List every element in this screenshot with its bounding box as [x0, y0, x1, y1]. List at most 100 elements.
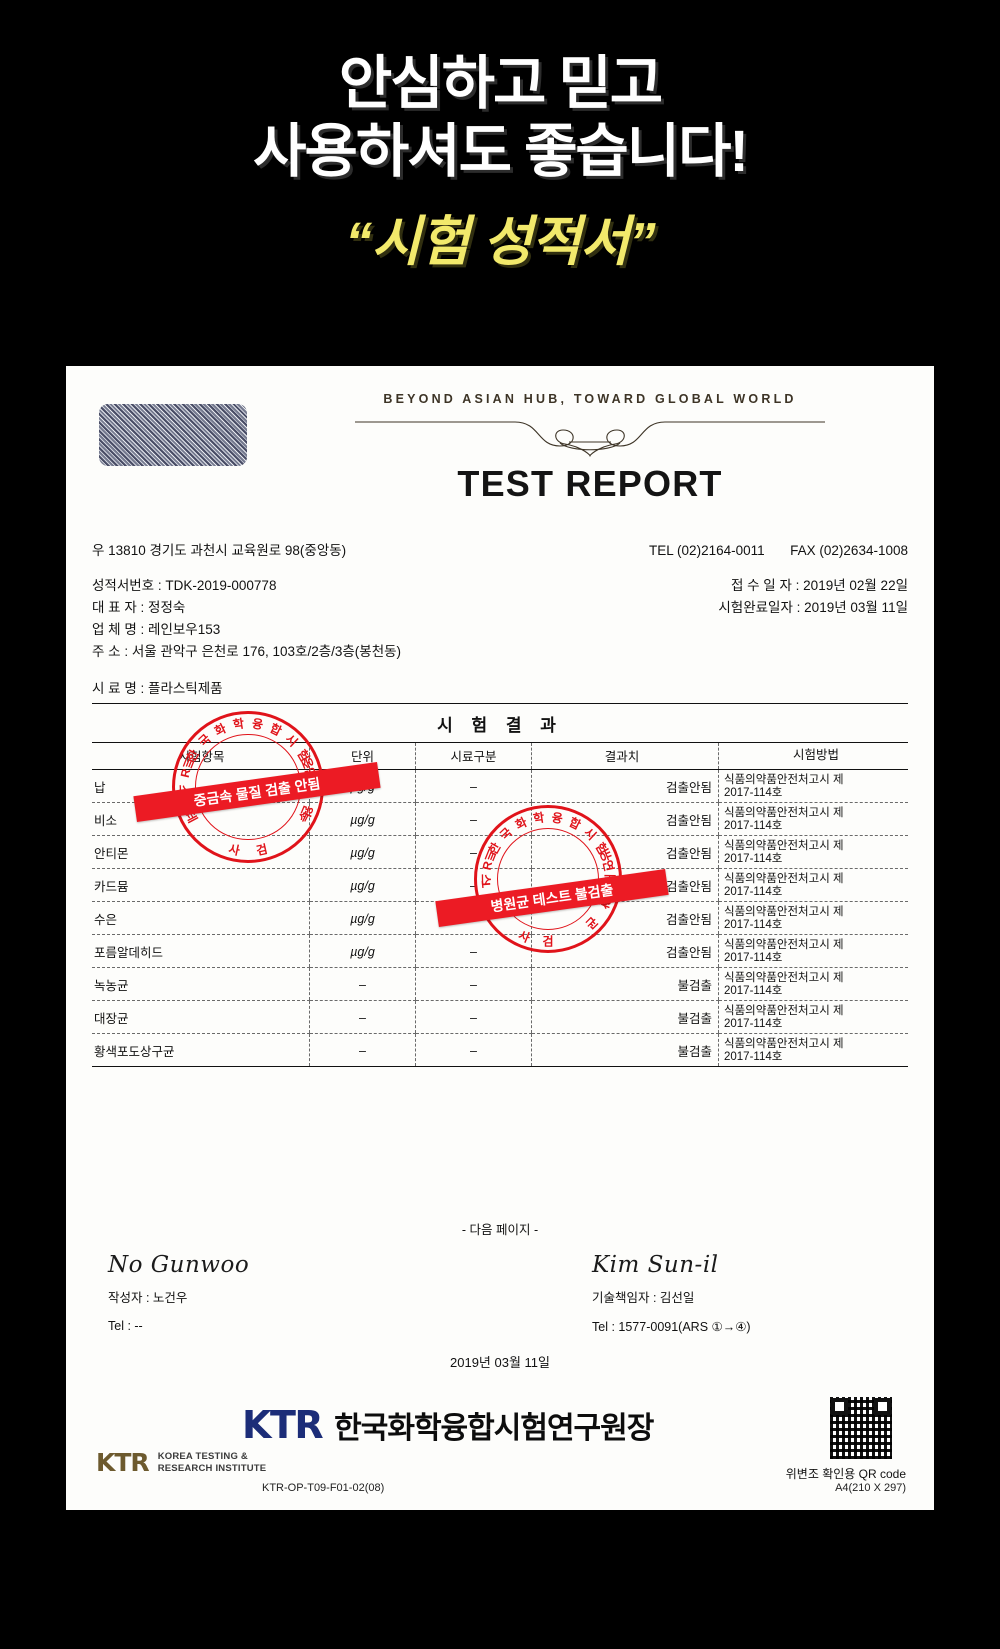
client-address-row: 주 소 : 서울 관악구 은천로 176, 103호/2층/3층(봉천동) — [92, 641, 401, 663]
cell-value: 검출안됨 — [531, 934, 719, 968]
footer-org-line2: RESEARCH INSTITUTE — [157, 1462, 267, 1474]
report-number-row: 성적서번호 : TDK-2019-000778 — [92, 575, 276, 597]
received-date-value: 2019년 02월 22일 — [803, 578, 908, 593]
cell-method: 식품의약품안전처고시 제 2017-114호 — [718, 967, 908, 1001]
cell-item: 안티몬 — [92, 835, 310, 869]
writer-tel: Tel : -- — [108, 1319, 143, 1333]
writer-label: 작성자 : 노건우 — [108, 1291, 188, 1305]
cell-unit: – — [309, 1033, 416, 1067]
document-footer: KTR KOREA TESTING & RESEARCH INSTITUTE K… — [66, 1448, 934, 1500]
footer-form-code: KTR-OP-T09-F01-02(08) — [262, 1482, 385, 1494]
method-line2: 2017-114호 — [724, 1017, 783, 1030]
cell-division: – — [415, 835, 532, 869]
cell-item: 포름알데히드 — [92, 934, 310, 968]
cell-unit: µg/g — [309, 901, 416, 935]
ktr-logo-mark: KTR — [242, 1403, 324, 1447]
cell-item: 녹농균 — [92, 967, 310, 1001]
header-division: 시료구분 — [415, 742, 532, 770]
method-line1: 식품의약품안전처고시 제 — [724, 873, 844, 885]
cell-unit: – — [309, 967, 416, 1001]
table-row: 포름알데히드 µg/g – 검출안됨 식품의약품안전처고시 제 2017-114… — [92, 934, 908, 968]
method-line2: 2017-114호 — [724, 819, 783, 832]
cell-item: 수은 — [92, 901, 310, 935]
cell-item: 카드뮴 — [92, 868, 310, 902]
method-line1: 식품의약품안전처고시 제 — [724, 1038, 844, 1050]
cell-unit: µg/g — [309, 802, 416, 836]
company-tagline: BEYOND ASIAN HUB, TOWARD GLOBAL WORLD — [383, 392, 797, 406]
report-number-label: 성적서번호 : — [92, 578, 162, 593]
promo-headline-line1: 안심하고 믿고 — [338, 51, 663, 116]
cell-method: 식품의약품안전처고시 제 2017-114호 — [718, 934, 908, 968]
cell-division: – — [415, 1000, 532, 1034]
ktr-fax: FAX (02)2634-1008 — [790, 543, 908, 558]
sample-name-row: 시 료 명 : 플라스틱제품 — [92, 677, 908, 697]
method-line1: 식품의약품안전처고시 제 — [724, 840, 844, 852]
completed-date-label: 시험완료일자 : — [718, 600, 801, 615]
tech-manager-tel: Tel : 1577-0091(ARS ①→④) — [592, 1320, 751, 1334]
cell-method: 식품의약품안전처고시 제 2017-114호 — [718, 835, 908, 869]
method-line2: 2017-114호 — [724, 918, 783, 931]
footer-org-name: KOREA TESTING & RESEARCH INSTITUTE — [158, 1451, 267, 1474]
tech-manager-signature-block: Kim Sun-il 기술책임자 : 김선일 Tel : 1577-0091(A… — [540, 1250, 892, 1334]
method-line2: 2017-114호 — [724, 885, 783, 898]
qr-code-icon — [830, 1397, 892, 1459]
cell-method: 식품의약품안전처고시 제 2017-114호 — [718, 769, 908, 803]
table-row: 비소 µg/g – 검출안됨 식품의약품안전처고시 제 2017-114호 — [92, 802, 908, 836]
cell-method: 식품의약품안전처고시 제 2017-114호 — [718, 868, 908, 902]
company-value: 레인보우153 — [148, 622, 221, 637]
table-row: 안티몬 µg/g – 검출안됨 식품의약품안전처고시 제 2017-114호 — [92, 835, 908, 869]
footer-org-line1: KOREA TESTING & — [157, 1451, 248, 1462]
header-method: 시험방법 — [718, 742, 908, 770]
footer-ktr-logo: KTR KOREA TESTING & RESEARCH INSTITUTE — [96, 1448, 266, 1477]
company-row: 업 체 명 : 레인보우153 — [92, 619, 220, 641]
table-row: 대장균 – – 불검출 식품의약품안전처고시 제 2017-114호 — [92, 1000, 908, 1034]
method-line1: 식품의약품안전처고시 제 — [724, 972, 844, 984]
test-result-section: 시 험 결 과 시험항목 단위 시료구분 결과치 시험방법 납 µg/g – 검… — [92, 703, 908, 1067]
writer-signature-block: No Gunwoo 작성자 : 노건우 Tel : -- — [108, 1250, 408, 1334]
ktr-tel: TEL (02)2164-0011 — [649, 543, 765, 558]
report-number-value: TDK-2019-000778 — [165, 578, 277, 593]
cell-value: 검출안됨 — [531, 802, 719, 836]
signature-row: No Gunwoo 작성자 : 노건우 Tel : -- Kim Sun-il … — [108, 1250, 892, 1334]
representative-row: 대 표 자 : 정정숙 — [92, 597, 185, 619]
sample-name-value: 플라스틱제품 — [148, 681, 223, 696]
table-row: 녹농균 – – 불검출 식품의약품안전처고시 제 2017-114호 — [92, 967, 908, 1001]
ktr-authority-block: KTR 한국화학융합시험연구원장 위변조 확인용 QR code — [66, 1397, 934, 1493]
method-line1: 식품의약품안전처고시 제 — [724, 774, 844, 786]
cell-unit: µg/g — [309, 835, 416, 869]
cell-method: 식품의약품안전처고시 제 2017-114호 — [718, 901, 908, 935]
received-date-label: 접 수 일 자 : — [730, 578, 800, 593]
method-line1: 식품의약품안전처고시 제 — [724, 939, 844, 951]
cell-division: – — [415, 802, 532, 836]
header-value: 결과치 — [531, 742, 719, 770]
cell-unit: µg/g — [309, 934, 416, 968]
cell-method: 식품의약품안전처고시 제 2017-114호 — [718, 1000, 908, 1034]
header-item: 시험항목 — [92, 742, 310, 770]
method-line1: 식품의약품안전처고시 제 — [724, 906, 844, 918]
result-section-title: 시 험 결 과 — [437, 716, 563, 735]
report-info-block: 우 13810 경기도 과천시 교육원로 98(중앙동) TEL (02)216… — [92, 540, 908, 663]
method-line1: 식품의약품안전처고시 제 — [724, 807, 844, 819]
cell-value: 검출안됨 — [531, 769, 719, 803]
qr-code-caption: 위변조 확인용 QR code — [785, 1467, 906, 1481]
sample-name-label: 시 료 명 : — [92, 681, 145, 696]
ktr-contact: TEL (02)2164-0011 FAX (02)2634-1008 — [649, 540, 908, 562]
footer-paper-size: A4(210 X 297) — [835, 1482, 906, 1494]
ornamental-divider — [266, 416, 914, 464]
table-row: 황색포도상구균 – – 불검출 식품의약품안전처고시 제 2017-114호 — [92, 1033, 908, 1067]
tech-manager-label: 기술책임자 : 김선일 — [592, 1291, 695, 1305]
method-line2: 2017-114호 — [724, 984, 783, 997]
completed-date-row: 시험완료일자 : 2019년 03월 11일 — [718, 597, 908, 619]
next-page-marker: - 다음 페이지 - — [461, 1223, 539, 1237]
cell-division: – — [415, 1033, 532, 1067]
representative-label: 대 표 자 : — [92, 600, 145, 615]
cell-value: 불검출 — [531, 967, 719, 1001]
issue-date: 2019년 03월 11일 — [450, 1355, 550, 1370]
received-date-row: 접 수 일 자 : 2019년 02월 22일 — [731, 575, 908, 597]
method-line2: 2017-114호 — [724, 786, 783, 799]
cell-item: 황색포도상구균 — [92, 1033, 310, 1067]
method-line2: 2017-114호 — [724, 1050, 783, 1063]
promo-headline-line2: 사용하셔도 좋습니다! — [253, 119, 749, 184]
page-title: TEST REPORT — [457, 463, 723, 504]
cell-method: 식품의약품안전처고시 제 2017-114호 — [718, 802, 908, 836]
